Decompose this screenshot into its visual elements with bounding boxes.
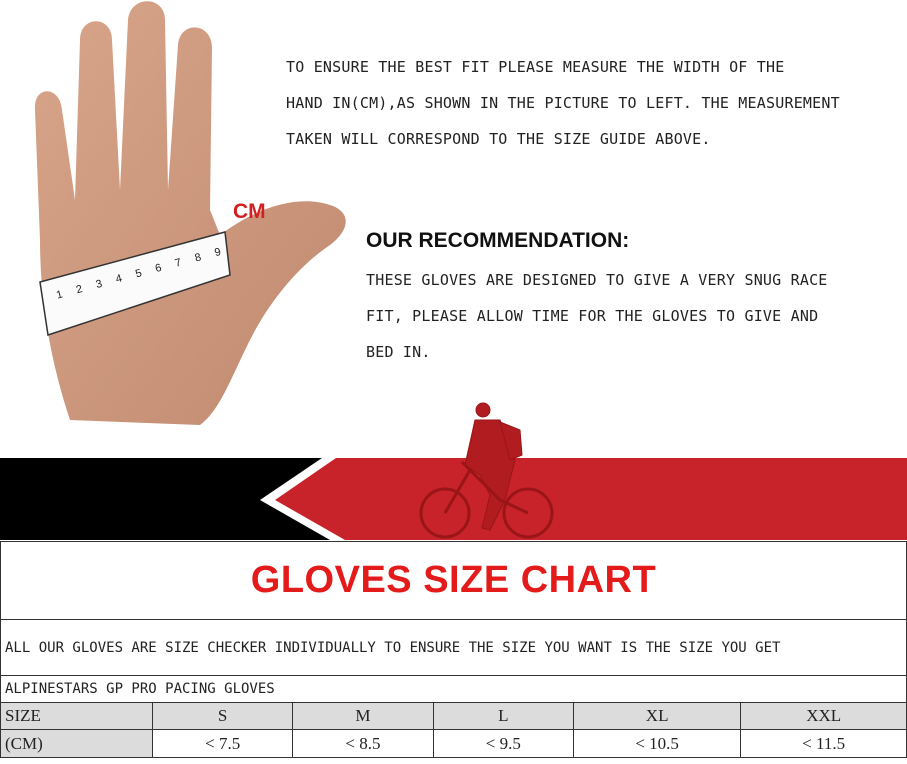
ruler-tick: 7 (173, 256, 183, 270)
size-row: SIZE S M L XL XXL (0, 702, 907, 730)
size-cell: XL (572, 702, 742, 730)
chart-note: ALL OUR GLOVES ARE SIZE CHECKER INDIVIDU… (0, 619, 907, 676)
measurement-cell: < 10.5 (572, 729, 742, 758)
intro-line: TO ENSURE THE BEST FIT PLEASE MEASURE TH… (286, 58, 785, 76)
ruler-tick: 8 (193, 251, 203, 265)
banner-black (0, 458, 330, 540)
intro-line: TAKEN WILL CORRESPOND TO THE SIZE GUIDE … (286, 130, 711, 148)
ruler-tick: 3 (94, 277, 104, 291)
ruler-tick: 5 (134, 267, 144, 281)
recommendation-heading: OUR RECOMMENDATION: (366, 229, 630, 252)
measurement-cell: < 7.5 (151, 729, 294, 758)
measurement-cell: < 8.5 (292, 729, 434, 758)
measurement-row: (CM) < 7.5 < 8.5 < 9.5 < 10.5 < 11.5 (0, 729, 907, 758)
ruler (39, 231, 231, 336)
intro-text: TO ENSURE THE BEST FIT PLEASE MEASURE TH… (286, 49, 840, 157)
size-cell: M (292, 702, 434, 730)
recommendation-line: FIT, PLEASE ALLOW TIME FOR THE GLOVES TO… (366, 307, 819, 325)
ruler-tick: 2 (74, 283, 84, 297)
recommendation-line: BED IN. (366, 343, 431, 361)
unit-header: (CM) (0, 729, 153, 758)
cm-label: CM (233, 200, 266, 223)
cyclist-icon (419, 402, 554, 539)
measurement-cell: < 9.5 (432, 729, 574, 758)
chart-title: GLOVES SIZE CHART (0, 541, 907, 620)
size-cell: L (432, 702, 574, 730)
size-cell: S (151, 702, 294, 730)
measurement-cell: < 11.5 (740, 729, 907, 758)
intro-line: HAND IN(CM),AS SHOWN IN THE PICTURE TO L… (286, 94, 840, 112)
size-cell: XXL (740, 702, 907, 730)
ruler-tick: 4 (114, 272, 124, 286)
size-header: SIZE (0, 702, 153, 730)
hand-measurement-illustration (34, 1, 346, 425)
banner-red (275, 458, 907, 540)
size-chart-table: GLOVES SIZE CHART ALL OUR GLOVES ARE SIZ… (0, 541, 907, 758)
recommendation-text: THESE GLOVES ARE DESIGNED TO GIVE A VERY… (366, 262, 828, 370)
banner (0, 402, 907, 540)
model-name: ALPINESTARS GP PRO PACING GLOVES (0, 675, 907, 703)
ruler-tick: 6 (153, 261, 163, 276)
recommendation-line: THESE GLOVES ARE DESIGNED TO GIVE A VERY… (366, 271, 828, 289)
